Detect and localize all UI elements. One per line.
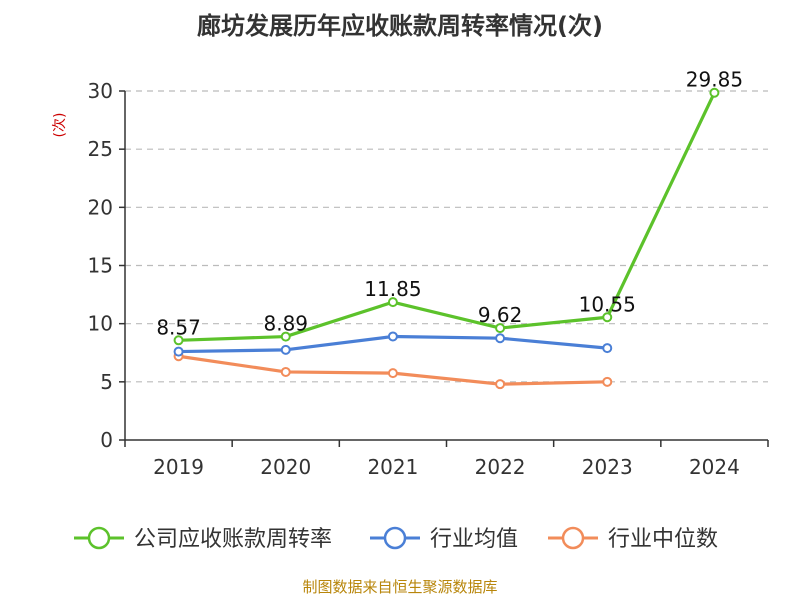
data-point [387, 297, 398, 308]
axes [119, 90, 769, 447]
y-axis-label: (次) [52, 113, 68, 138]
data-label: 11.85 [364, 277, 421, 301]
series-1 [173, 331, 613, 357]
series-line [178, 92, 716, 342]
data-point [387, 368, 398, 379]
legend-swatch-marker [561, 526, 585, 550]
x-tick-label: 2019 [153, 455, 204, 479]
x-tick-label: 2022 [475, 455, 526, 479]
data-label: 9.62 [478, 303, 523, 327]
y-tick-label: 30 [88, 79, 113, 103]
y-tick-label: 5 [100, 370, 113, 394]
data-labels: 8.57 8.89 11.85 9.62 10.55 29.85 [156, 68, 743, 340]
y-tick-label: 20 [88, 195, 113, 219]
data-point [602, 343, 613, 354]
x-tick-label: 2020 [260, 455, 311, 479]
y-tick-label: 25 [88, 137, 113, 161]
legend-label: 行业中位数 [608, 527, 718, 552]
data-point [280, 344, 291, 355]
legend-swatch-marker [87, 526, 111, 550]
legend-label: 行业均值 [430, 527, 518, 552]
y-tick-label: 10 [88, 312, 113, 336]
legend-label: 公司应收账款周转率 [134, 527, 332, 552]
series-0 [173, 87, 720, 346]
data-point [387, 331, 398, 342]
x-tick-label: 2024 [689, 455, 740, 479]
y-tick-label: 0 [100, 428, 113, 452]
x-tick-label: 2023 [582, 455, 633, 479]
legend-item[interactable]: 行业均值 [370, 526, 518, 552]
data-point [602, 376, 613, 387]
tick-labels: 0 5 10 15 20 25 30 2019 2020 2021 2022 2023 2024 [88, 79, 740, 479]
data-point [173, 346, 184, 357]
x-tick-label: 2021 [367, 455, 418, 479]
series-2 [173, 351, 613, 390]
data-label: 29.85 [686, 68, 743, 92]
data-point [495, 333, 506, 344]
data-label: 8.89 [263, 312, 308, 336]
legend-item[interactable]: 公司应收账款周转率 [74, 526, 332, 552]
data-point [173, 335, 184, 346]
series-lines [173, 87, 720, 390]
legend: 公司应收账款周转率 行业均值 行业中位数 [74, 526, 718, 552]
legend-item[interactable]: 行业中位数 [548, 526, 718, 552]
grid-lines [125, 90, 768, 383]
data-point [602, 312, 613, 323]
data-point [280, 366, 291, 377]
data-point [709, 87, 720, 98]
data-point [495, 323, 506, 334]
data-label: 8.57 [156, 315, 201, 339]
data-point [280, 331, 291, 342]
data-point [495, 379, 506, 390]
source-note: 制图数据来自恒生聚源数据库 [302, 578, 497, 596]
chart-title: 廊坊发展历年应收账款周转率情况(次) [197, 12, 603, 40]
legend-swatch-marker [383, 526, 407, 550]
data-label: 10.55 [579, 292, 636, 316]
y-tick-label: 15 [88, 254, 113, 278]
